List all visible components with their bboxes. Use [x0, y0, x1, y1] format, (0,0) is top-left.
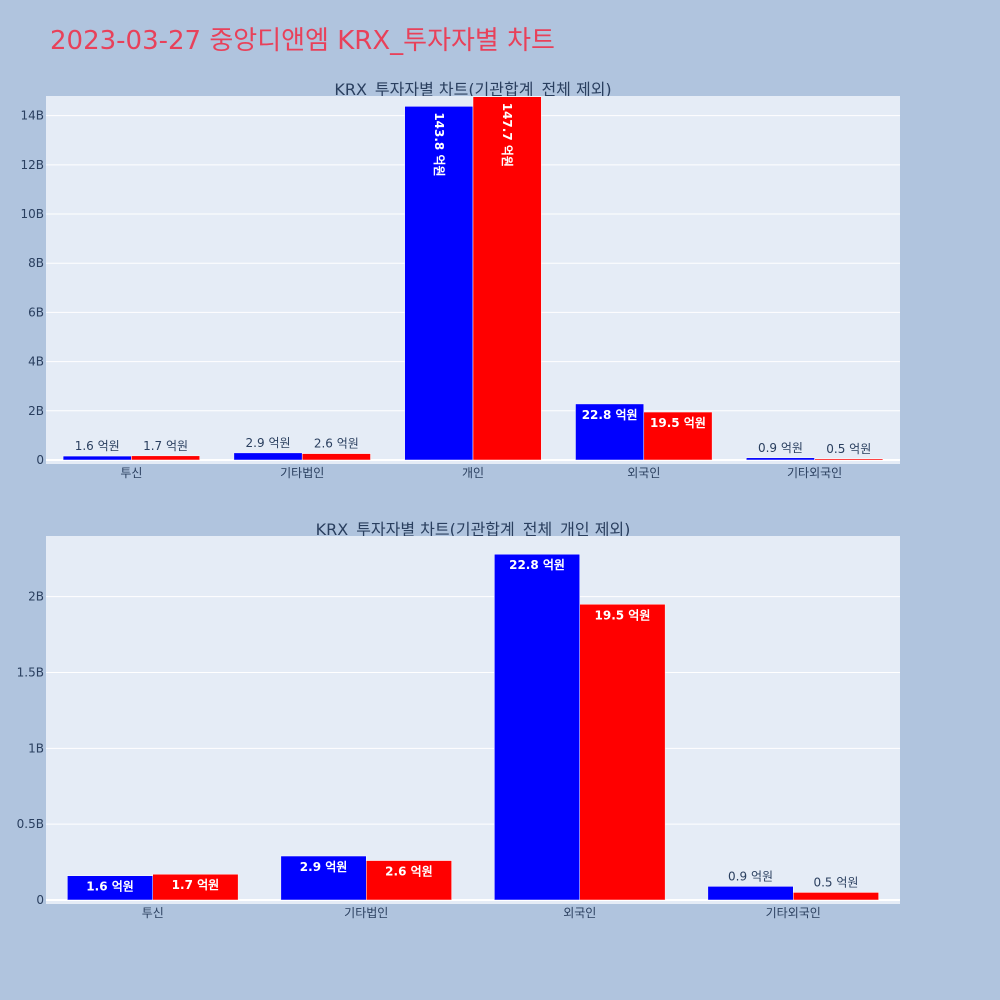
- data-label: 1.7 억원: [143, 439, 188, 453]
- x-tick-label: 기타법인: [344, 906, 388, 920]
- data-label: 22.8 억원: [509, 558, 565, 572]
- bar: [472, 96, 542, 461]
- bar: [280, 855, 367, 901]
- bar: [575, 403, 645, 461]
- data-label: 1.7 억원: [172, 878, 220, 892]
- x-tick-label: 외국인: [627, 466, 660, 480]
- data-label: 143.8 억원: [432, 112, 446, 176]
- bar: [814, 458, 884, 461]
- bar: [152, 873, 239, 901]
- y-tick-label: 0: [36, 453, 44, 467]
- data-label: 1.6 억원: [75, 439, 120, 453]
- x-tick-label: 투신: [142, 906, 164, 920]
- y-tick-label: 4B: [28, 355, 44, 369]
- bar: [67, 875, 153, 901]
- data-label: 0.9 억원: [758, 441, 803, 455]
- y-tick-label: 0.5B: [17, 817, 44, 831]
- main-title: 2023-03-27 중앙디앤엠 KRX_투자자별 차트: [50, 26, 555, 56]
- data-label: 2.9 억원: [246, 436, 291, 450]
- data-label: 2.6 억원: [385, 865, 433, 879]
- chart-2-title: KRX_투자자별 차트(기관합계_전체_개인 제외): [316, 520, 631, 540]
- data-label: 19.5 억원: [650, 416, 706, 430]
- bar: [366, 860, 452, 901]
- bar: [579, 604, 666, 901]
- y-tick-label: 1.5B: [17, 666, 44, 680]
- data-label: 2.6 억원: [314, 437, 359, 451]
- y-tick-label: 12B: [20, 158, 44, 172]
- y-tick-label: 2B: [28, 404, 44, 418]
- bar: [301, 453, 371, 461]
- x-tick-label: 개인: [462, 466, 484, 480]
- y-tick-label: 2B: [28, 590, 44, 604]
- x-tick-label: 투신: [120, 466, 142, 480]
- x-tick-label: 기타외국인: [766, 906, 821, 920]
- y-tick-label: 10B: [20, 207, 44, 221]
- bar: [793, 892, 879, 901]
- bar: [707, 886, 794, 901]
- data-label: 0.5 억원: [813, 875, 858, 889]
- y-tick-label: 1B: [28, 741, 44, 755]
- bar: [643, 411, 713, 461]
- data-label: 0.9 억원: [728, 869, 773, 883]
- bar: [494, 553, 581, 901]
- chart-1-title: KRX_투자자별 차트(기관합계_전체 제외): [334, 80, 611, 100]
- plot-area: [46, 536, 900, 904]
- bar: [131, 455, 200, 461]
- bar: [233, 452, 303, 461]
- x-tick-label: 기타법인: [280, 466, 324, 480]
- bar: [62, 455, 132, 461]
- data-label: 22.8 억원: [582, 408, 638, 422]
- data-label: 147.7 억원: [500, 103, 514, 167]
- data-label: 2.9 억원: [300, 860, 348, 874]
- data-label: 1.6 억원: [86, 880, 134, 894]
- y-tick-label: 0: [36, 893, 44, 907]
- y-tick-label: 14B: [20, 109, 44, 123]
- y-tick-label: 8B: [28, 256, 44, 270]
- y-tick-label: 6B: [28, 305, 44, 319]
- data-label: 0.5 억원: [826, 442, 871, 456]
- x-tick-label: 외국인: [563, 906, 596, 920]
- bar: [404, 106, 474, 461]
- data-label: 19.5 억원: [595, 608, 651, 622]
- x-tick-label: 기타외국인: [787, 466, 842, 480]
- bar: [746, 457, 815, 461]
